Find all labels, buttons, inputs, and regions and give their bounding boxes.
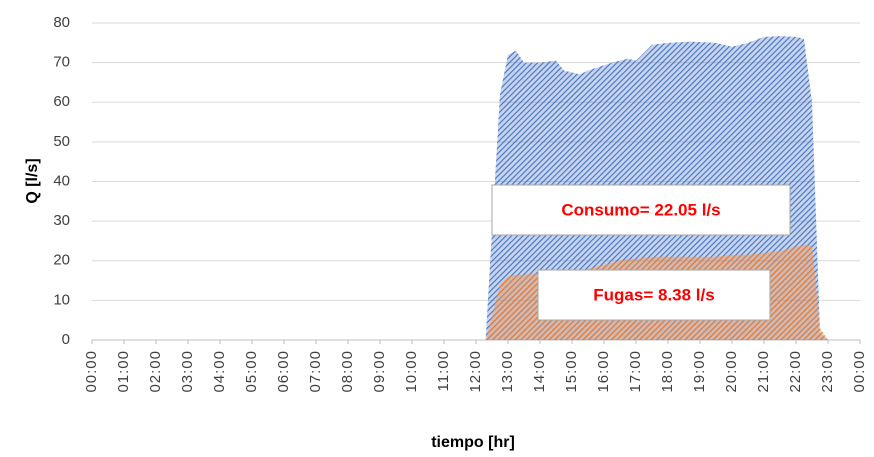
x-tick-label: 07:00 [307,350,324,393]
x-tick-label: 10:00 [403,350,420,393]
x-tick-label: 09:00 [371,350,388,393]
x-tick-label: 16:00 [595,350,612,393]
x-tick-label: 13:00 [499,350,516,393]
x-tick-label: 19:00 [691,350,708,393]
annotation-box [537,269,771,321]
y-axis-label: Q [l/s] [24,158,41,203]
annotation-box [491,184,791,236]
x-tick-label: 01:00 [115,350,132,393]
y-tick-label: 10 [53,291,70,308]
x-tick-label: 00:00 [851,350,868,393]
x-tick-label: 23:00 [819,350,836,393]
x-axis-label: tiempo [hr] [431,434,515,451]
x-tick-label: 18:00 [659,350,676,393]
y-tick-label: 60 [53,93,70,110]
x-tick-label: 03:00 [179,350,196,393]
y-tick-label: 50 [53,133,70,150]
x-tick-label: 21:00 [755,350,772,393]
x-tick-label: 12:00 [467,350,484,393]
x-tick-label: 05:00 [243,350,260,393]
x-tick-label: 11:00 [435,350,452,391]
annotation: Consumo= 22.05 l/s [561,200,720,219]
y-tick-label: 70 [53,54,70,71]
x-tick-label: 04:00 [211,350,228,393]
x-tick-label: 17:00 [627,350,644,393]
x-tick-label: 15:00 [563,350,580,393]
x-tick-label: 20:00 [723,350,740,393]
annotation: Fugas= 8.38 l/s [593,285,714,304]
x-tick-label: 22:00 [787,350,804,393]
x-tick-label: 08:00 [339,350,356,393]
y-tick-label: 20 [53,252,70,269]
x-tick-label: 00:00 [83,350,100,393]
x-tick-label: 14:00 [531,350,548,393]
x-tick-label: 02:00 [147,350,164,393]
y-tick-label: 80 [53,14,70,31]
y-tick-label: 0 [62,331,70,348]
y-tick-label: 40 [53,172,70,189]
x-tick-label: 06:00 [275,350,292,393]
y-tick-label: 30 [53,212,70,229]
